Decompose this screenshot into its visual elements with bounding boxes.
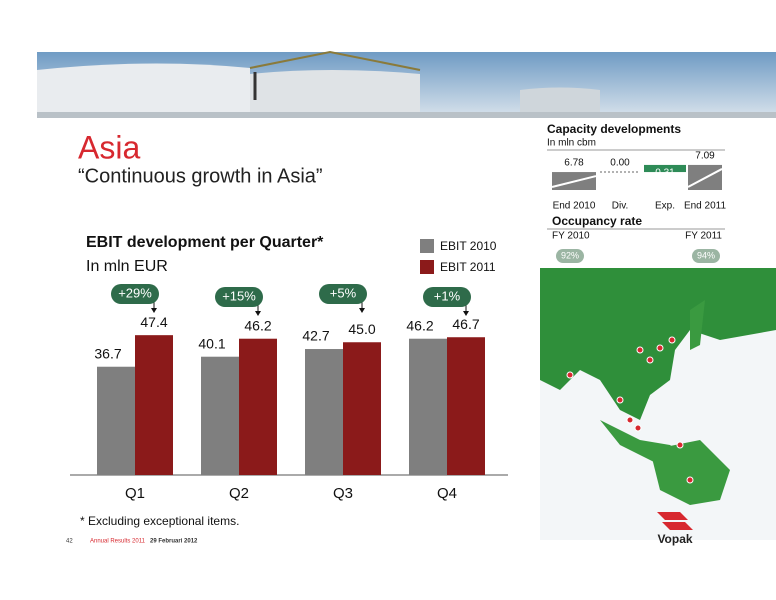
value-label: 42.7 (302, 328, 329, 344)
growth-badge (423, 287, 471, 307)
value-label: 7.09 (695, 151, 715, 162)
x-tick-label: Exp. (655, 201, 675, 212)
x-tick-label: Q1 (125, 485, 145, 502)
value-label: 46.7 (452, 316, 479, 332)
value-label: 46.2 (406, 317, 433, 333)
bar (644, 164, 686, 173)
bar (343, 342, 381, 475)
occupancy-rate: 94% (697, 250, 715, 260)
occupancy-period: FY 2011 (685, 231, 722, 242)
value-label: 36.7 (94, 345, 121, 361)
footnote: * Excluding exceptional items. (80, 514, 239, 528)
arrow-head (255, 311, 261, 316)
growth-badge (111, 284, 159, 304)
arrow-head (151, 308, 157, 313)
value-label: 0.31 (655, 168, 675, 179)
bar (447, 337, 485, 475)
growth-label: +5% (330, 285, 357, 300)
occupancy-pill (556, 249, 584, 263)
chart-subtitle: In mln EUR (86, 258, 168, 275)
growth-badge (215, 287, 263, 307)
legend-label: EBIT 2010 (440, 239, 497, 253)
legend-swatch (420, 239, 434, 253)
arrow-head (463, 311, 469, 316)
growth-label: +29% (118, 285, 152, 300)
x-tick-label: Q4 (437, 485, 457, 502)
bar (201, 356, 239, 475)
occupancy-pill (692, 249, 720, 263)
capacity-title: Capacity developments (547, 122, 681, 136)
growth-badge (319, 284, 367, 304)
slide-subtitle: “Continuous growth in Asia” (78, 165, 323, 187)
value-label: 46.2 (244, 317, 271, 333)
footer-page: 42 (66, 539, 73, 545)
bar (135, 335, 173, 475)
x-tick-label: End 2010 (553, 201, 596, 212)
footer-date: 29 Februari 2012 (150, 539, 198, 545)
map (540, 268, 776, 540)
value-label: 40.1 (198, 335, 225, 351)
x-tick-label: Q2 (229, 485, 249, 502)
arrow-head (359, 308, 365, 313)
logo: Vopak (657, 512, 693, 546)
x-tick-label: Q3 (333, 485, 353, 502)
axis-break (687, 168, 723, 188)
bar (409, 338, 447, 475)
axis-break (551, 175, 597, 188)
slide-title: Asia (78, 129, 140, 165)
header-photo (37, 50, 776, 118)
value-label: 45.0 (348, 321, 375, 337)
bar (305, 349, 343, 475)
value-label: 6.78 (564, 158, 584, 169)
occupancy-period: FY 2010 (552, 231, 590, 242)
bar (97, 366, 135, 475)
value-label: 47.4 (140, 314, 167, 330)
occupancy-title: Occupancy rate (552, 214, 642, 228)
growth-label: +1% (434, 288, 461, 303)
chart-title: EBIT development per Quarter* (86, 234, 324, 251)
value-label: 0.00 (610, 158, 630, 169)
x-tick-label: Div. (612, 201, 628, 212)
logo-text: Vopak (657, 532, 692, 546)
x-tick-label: End 2011 (684, 201, 727, 212)
capacity-subtitle: In mln cbm (547, 138, 596, 149)
legend-label: EBIT 2011 (440, 260, 496, 274)
legend-swatch (420, 260, 434, 274)
occupancy-rate: 92% (561, 250, 579, 260)
bar (239, 338, 277, 475)
growth-label: +15% (222, 288, 256, 303)
footer-report: Annual Results 2011 (90, 539, 146, 545)
